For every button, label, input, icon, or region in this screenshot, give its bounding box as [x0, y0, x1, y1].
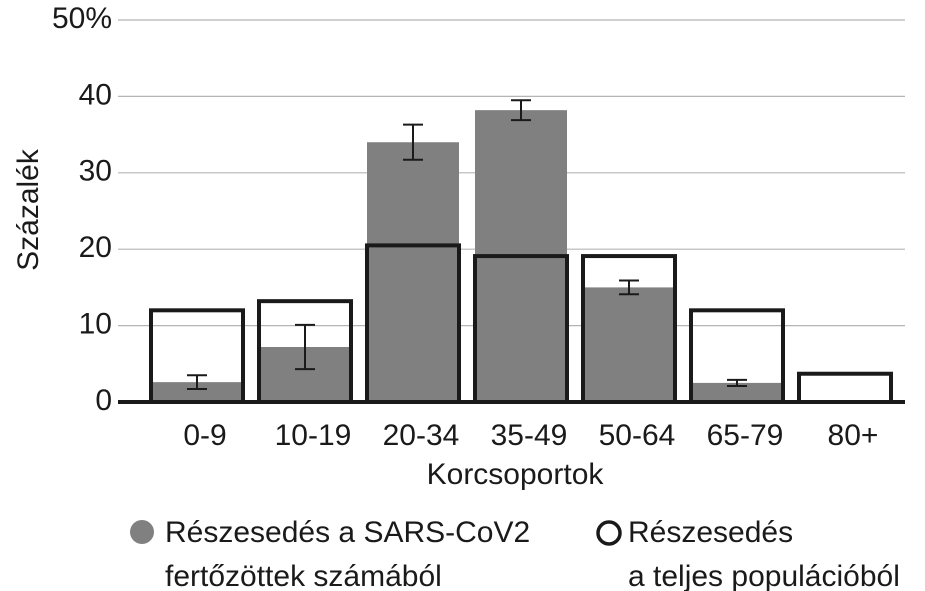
x-tick-label: 0-9 — [183, 419, 226, 452]
x-tick-label: 35-49 — [491, 419, 568, 452]
y-tick-label: 0 — [95, 384, 112, 417]
legend-swatch — [130, 520, 154, 544]
error-bar — [511, 99, 531, 122]
y-tick-label: 50% — [52, 2, 112, 35]
error-bar — [187, 374, 207, 391]
error-bar — [295, 323, 315, 371]
x-tick-label: 80+ — [828, 419, 879, 452]
y-tick-label: 30 — [79, 155, 112, 188]
bar — [151, 382, 243, 402]
bar — [367, 142, 459, 403]
bar-outline — [797, 371, 893, 404]
y-tick-label: 20 — [79, 231, 112, 264]
bar — [583, 287, 675, 402]
y-tick-label: 40 — [79, 78, 112, 111]
error-bar — [619, 279, 639, 296]
legend-label: Részesedés a teljes populációból — [628, 516, 900, 591]
y-tick-label: 10 — [79, 308, 112, 341]
bar — [691, 382, 783, 402]
chart: Százalék Korcsoportok 0 10 20 30 40 50% 0-9 10-… — [12, 2, 905, 491]
x-axis-title: Korcsoportok — [427, 458, 605, 491]
error-bar — [403, 123, 423, 161]
legend-swatch — [596, 520, 622, 546]
legend-label: Részesedés a SARS-CoV2 fertőzöttek számá… — [165, 516, 531, 591]
x-tick-label: 10-19 — [275, 419, 352, 452]
x-tick-label: 50-64 — [599, 419, 676, 452]
x-tick-label: 20-34 — [383, 419, 460, 452]
x-tick-label: 65-79 — [707, 419, 784, 452]
y-axis-title: Százalék — [12, 148, 45, 271]
error-bar — [727, 378, 747, 387]
